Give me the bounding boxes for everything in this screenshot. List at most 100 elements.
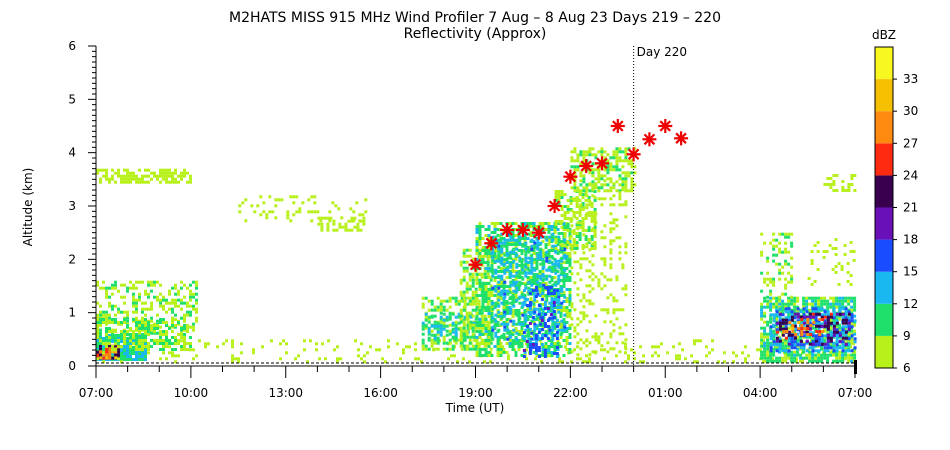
reflectivity-cell [817,356,821,360]
reflectivity-cell [483,360,486,364]
reflectivity-cell [497,292,501,296]
reflectivity-cell [174,298,177,302]
reflectivity-cell [96,280,99,284]
reflectivity-cell [732,360,735,364]
reflectivity-cell [624,287,628,291]
reflectivity-cell [138,331,141,335]
reflectivity-cell [114,334,117,337]
reflectivity-cell [787,262,791,266]
reflectivity-cell [838,326,842,330]
reflectivity-cell [475,273,479,276]
reflectivity-cell [545,268,549,272]
reflectivity-cell [529,336,533,339]
reflectivity-cell [618,203,622,207]
reflectivity-cell [591,302,595,306]
reflectivity-cell [132,174,135,178]
reflectivity-cell [802,334,806,338]
reflectivity-cell [529,276,533,279]
reflectivity-cell [528,340,532,343]
reflectivity-cell [820,299,824,303]
reflectivity-cell [766,323,770,327]
reflectivity-cell [540,298,544,301]
reflectivity-cell [781,341,785,345]
reflectivity-cell [582,153,586,157]
reflectivity-cell [618,168,622,172]
reflectivity-cell [442,305,446,309]
reflectivity-cell [556,240,560,243]
reflectivity-cell [835,343,839,347]
reflectivity-cell [829,350,833,354]
reflectivity-cell [183,174,186,178]
reflectivity-cell [557,328,561,332]
reflectivity-cell [141,327,144,330]
reflectivity-cell [597,150,601,154]
reflectivity-cell [775,359,779,363]
reflectivity-cell [550,255,554,258]
reflectivity-cell [483,269,487,273]
reflectivity-cell [787,296,791,300]
reflectivity-cell [784,250,788,254]
reflectivity-cell [575,199,579,202]
reflectivity-cell [547,252,551,255]
reflectivity-cell [484,228,488,231]
reflectivity-cell [341,225,345,229]
reflectivity-cell [503,310,507,314]
reflectivity-cell [630,162,634,166]
reflectivity-cell [805,330,809,334]
reflectivity-cell [609,242,613,246]
reflectivity-cell [799,339,803,343]
reflectivity-cell [793,312,797,316]
reflectivity-cell [315,342,318,346]
reflectivity-cell [147,292,150,296]
reflectivity-cell [487,309,491,312]
reflectivity-cell [475,225,479,228]
reflectivity-cell [114,337,117,340]
reflectivity-cell [597,335,601,339]
reflectivity-cell [817,353,821,357]
reflectivity-cell [451,330,455,334]
reflectivity-cell [180,339,183,343]
reflectivity-cell [802,323,806,327]
reflectivity-cell [835,346,839,350]
reflectivity-cell [572,229,576,232]
reflectivity-cell [791,324,795,327]
reflectivity-cell [793,336,797,340]
reflectivity-cell [771,357,774,361]
reflectivity-cell [585,284,589,288]
reflectivity-cell [532,282,536,285]
reflectivity-cell [465,287,469,291]
reflectivity-cell [808,356,812,360]
reflectivity-cell [793,316,797,320]
reflectivity-cell [563,214,567,217]
reflectivity-cell [560,268,564,272]
reflectivity-cell [808,331,812,335]
reflectivity-cell [582,177,586,181]
reflectivity-cell [505,342,509,345]
reflectivity-cell [563,325,567,329]
reflectivity-cell [763,280,767,284]
reflectivity-cell [183,339,186,342]
reflectivity-cell [180,333,183,336]
reflectivity-cell [526,309,530,312]
reflectivity-cell [630,348,633,352]
reflectivity-cell [790,244,794,248]
reflectivity-cell [111,283,114,287]
reflectivity-cell [790,353,794,357]
reflectivity-cell [560,265,564,269]
reflectivity-cell [537,346,541,349]
reflectivity-cell [463,317,467,321]
reflectivity-cell [582,168,586,172]
reflectivity-cell [594,332,598,336]
reflectivity-cell [844,318,848,322]
reflectivity-cell [832,327,836,331]
reflectivity-cell [286,210,290,214]
reflectivity-cell [457,338,461,342]
reflectivity-cell [573,197,577,201]
reflectivity-cell [841,302,845,306]
reflectivity-cell [820,353,824,357]
reflectivity-cell [556,309,560,312]
reflectivity-cell [760,326,764,330]
reflectivity-cell [442,320,446,324]
reflectivity-cell [195,301,198,305]
reflectivity-cell [144,358,147,361]
